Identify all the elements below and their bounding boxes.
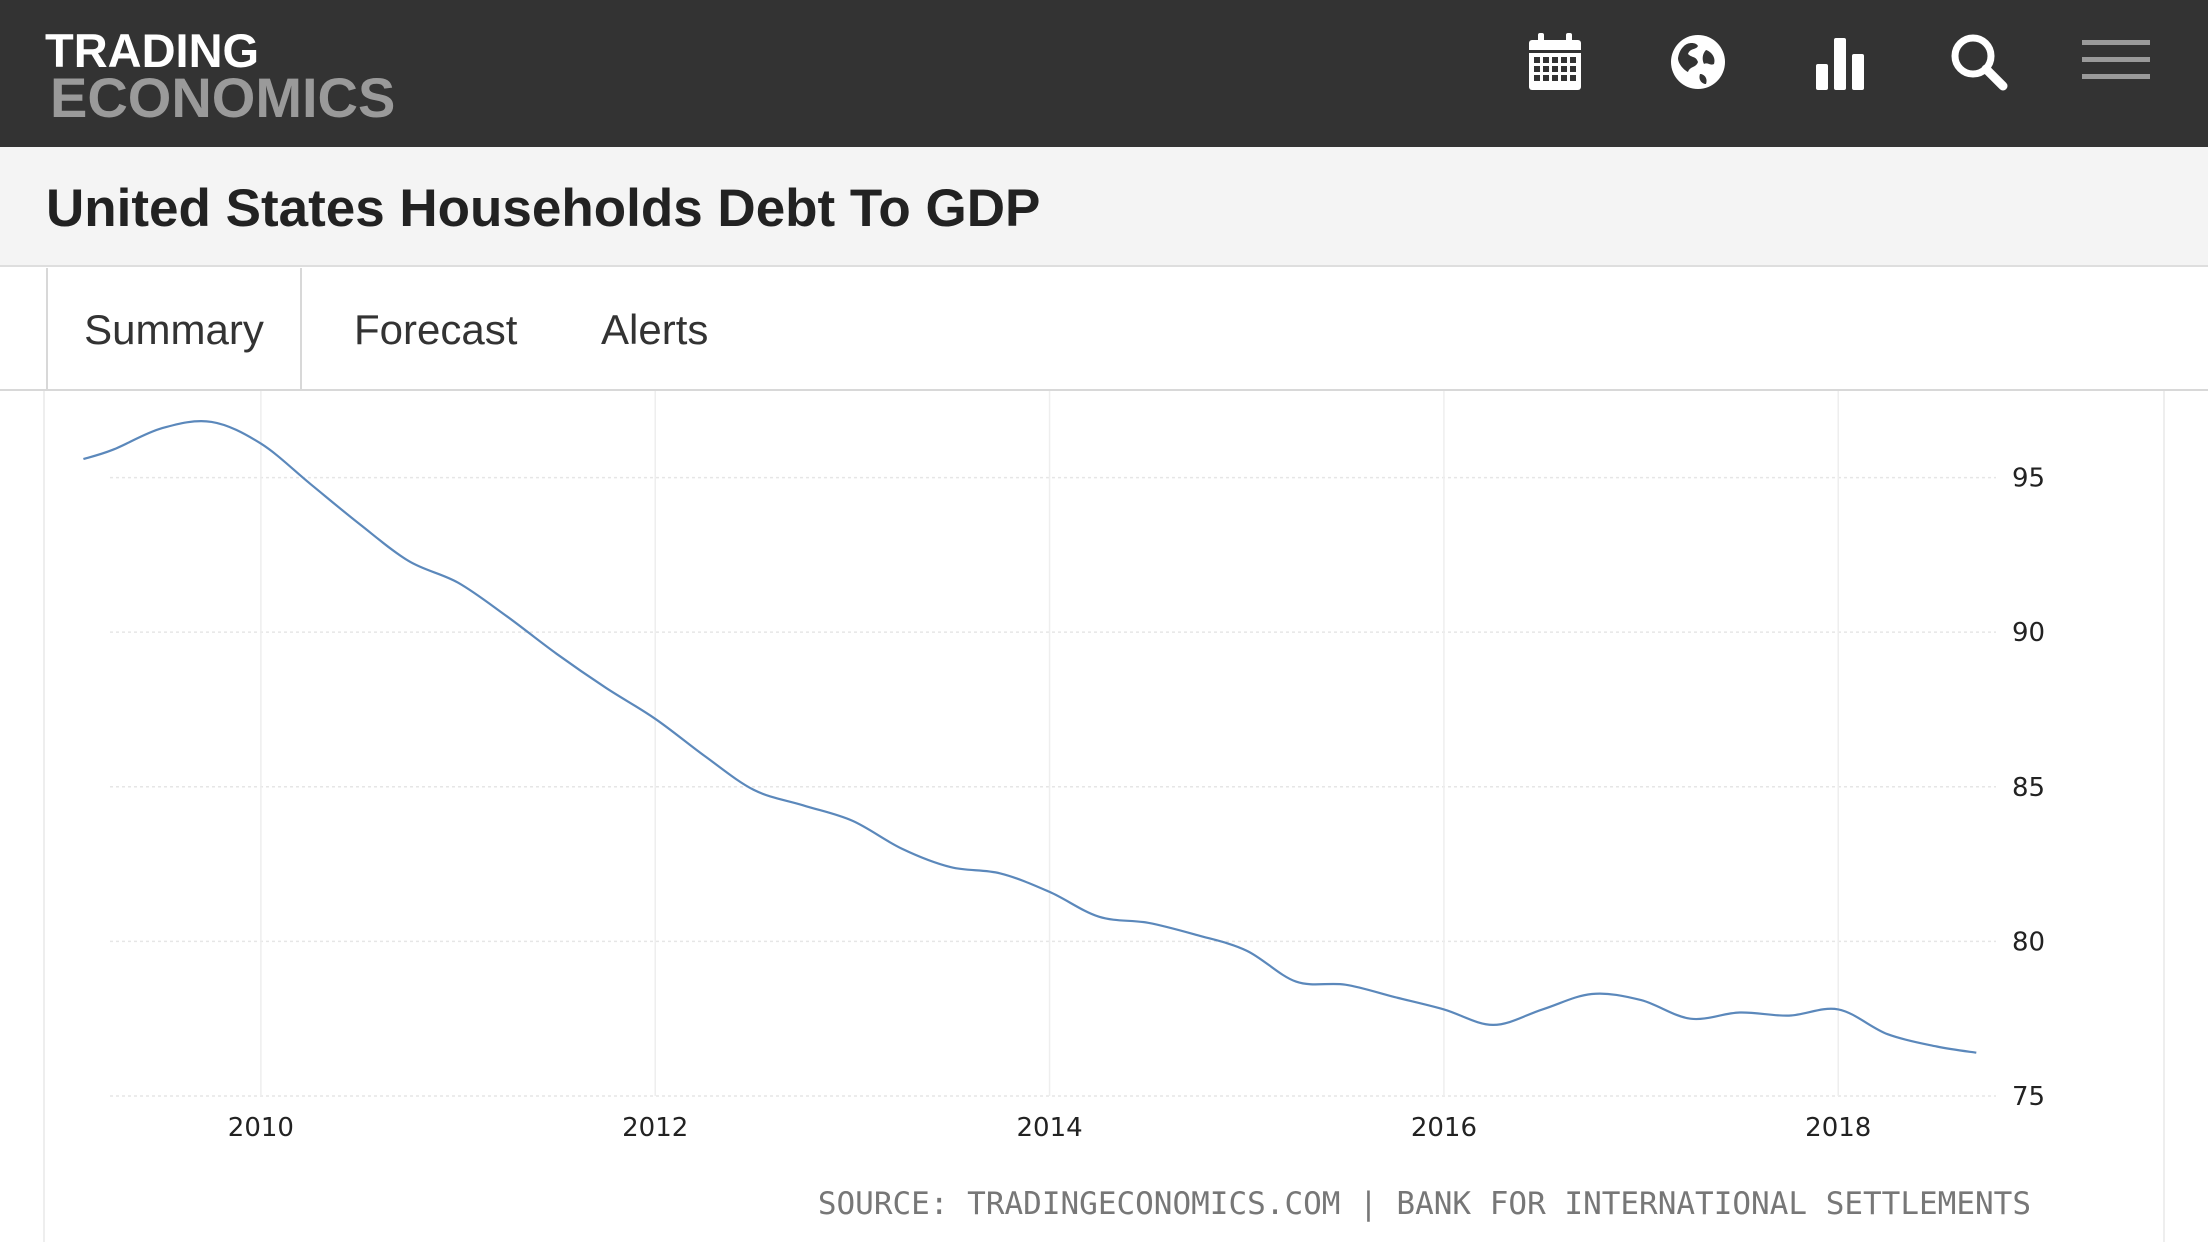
- top-navigation-bar: TRADING ECONOMICS: [0, 0, 2208, 147]
- y-tick-label: 85: [2012, 773, 2045, 803]
- tab-alerts[interactable]: Alerts: [601, 306, 709, 353]
- x-tick-label: 2014: [1016, 1113, 1082, 1143]
- x-tick-label: 2010: [228, 1113, 294, 1143]
- y-tick-label: 95: [2012, 464, 2045, 494]
- title-bar: [0, 147, 2208, 267]
- series-layer: [83, 420, 1977, 1054]
- line-chart: 75 80 85 90 95 2010 2012 2014 2016 2018: [43, 391, 2165, 1242]
- page-title: United States Households Debt To GDP: [46, 179, 1041, 238]
- y-tick-label: 80: [2012, 927, 2045, 957]
- y-axis-labels: 75 80 85 90 95: [2012, 464, 2045, 1112]
- x-axis-labels: 2010 2012 2014 2016 2018: [228, 1113, 1872, 1143]
- logo-line-1: TRADING: [45, 24, 260, 77]
- hamburger-menu-icon[interactable]: [2082, 30, 2150, 94]
- tab-summary[interactable]: Summary: [46, 268, 302, 389]
- search-icon[interactable]: [1947, 30, 2011, 94]
- x-tick-label: 2016: [1411, 1113, 1477, 1143]
- trading-economics-logo[interactable]: TRADING ECONOMICS: [45, 27, 395, 126]
- tab-bar: Summary Forecast Alerts: [0, 268, 2208, 391]
- globe-icon[interactable]: [1666, 30, 1730, 94]
- y-tick-label: 75: [2012, 1082, 2045, 1112]
- logo-line-2: ECONOMICS: [50, 66, 396, 129]
- x-tick-label: 2018: [1805, 1113, 1871, 1143]
- calendar-icon[interactable]: [1523, 30, 1587, 94]
- bar-chart-icon[interactable]: [1808, 30, 1872, 94]
- chart-area: 75 80 85 90 95 2010 2012 2014 2016 2018: [0, 391, 2208, 1242]
- y-tick-label: 90: [2012, 618, 2045, 648]
- tab-forecast[interactable]: Forecast: [354, 306, 518, 353]
- grid: [110, 391, 1996, 1097]
- x-tick-label: 2012: [622, 1113, 688, 1143]
- source-attribution: SOURCE: TRADINGECONOMICS.COM | BANK FOR …: [817, 1186, 2031, 1222]
- series-line: [83, 420, 1977, 1054]
